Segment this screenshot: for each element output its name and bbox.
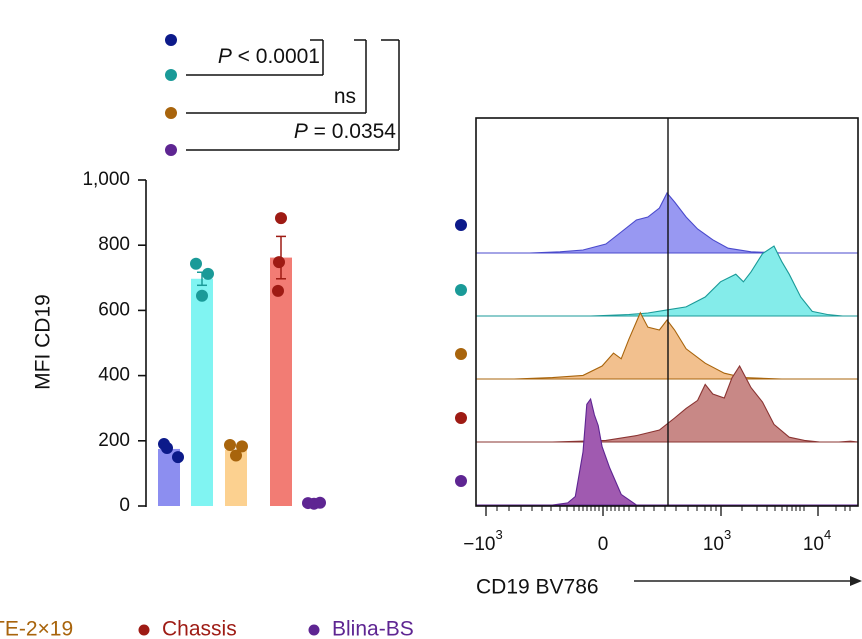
sig-dot-gold <box>165 107 177 119</box>
legend: TE-2×19 Chassis Blina-BS <box>0 618 414 639</box>
histogram-outline-teal <box>476 245 858 317</box>
bar-gold <box>225 449 247 506</box>
legend-label-red: Chassis <box>162 618 237 639</box>
bar-teal <box>191 278 213 506</box>
histogram-red <box>476 366 858 442</box>
sig-p-italic: P <box>218 45 232 68</box>
x-axis-arrow-head <box>850 576 862 586</box>
bar-chart: MFI CD19 0 200 400 600 800 1,000 P < 0.0001 ns… <box>32 34 400 516</box>
data-point-blue <box>161 441 173 454</box>
x-tick-base: 0 <box>598 534 609 555</box>
histograms <box>476 192 859 506</box>
x-ticks: −103 0 103 104 <box>463 527 831 555</box>
data-point-blue <box>172 451 184 464</box>
significance-label: ns <box>334 85 356 108</box>
x-tick-exponent: 4 <box>824 527 831 542</box>
x-tick-label: 104 <box>803 527 831 555</box>
sig-dot-teal <box>165 69 177 81</box>
y-tick-label: 0 <box>119 495 130 516</box>
x-tick-exponent: 3 <box>496 527 503 542</box>
data-point-gold <box>230 449 242 462</box>
sig-value: = 0.0354 <box>308 120 396 143</box>
y-tick-label: 1,000 <box>82 169 130 190</box>
legend-label-gold: TE-2×19 <box>0 618 73 639</box>
histogram-dot-purple <box>455 475 467 487</box>
x-minor-ticks <box>485 506 851 516</box>
data-point-red <box>275 212 287 225</box>
histogram-dot-gold <box>455 348 467 360</box>
data-point-teal <box>190 257 202 270</box>
histogram-panel: −103 0 103 104 CD19 BV786 <box>455 117 862 599</box>
sig-value: < 0.0001 <box>232 45 320 68</box>
sig-value: ns <box>334 85 356 108</box>
data-point-gold <box>236 440 248 453</box>
y-axis-label: MFI CD19 <box>32 294 55 390</box>
sig-dot-purple <box>165 144 177 156</box>
data-point-red <box>273 256 285 269</box>
bars <box>158 212 326 510</box>
histogram-blue <box>476 193 858 253</box>
legend-label-purple: Blina-BS <box>332 618 414 639</box>
histogram-teal <box>476 246 858 316</box>
significance-brackets: P < 0.0001 ns P = 0.0354 <box>165 34 400 156</box>
data-point-gold <box>224 439 236 452</box>
y-tick-label: 600 <box>98 299 130 320</box>
bar-red <box>270 257 292 506</box>
data-point-purple <box>314 496 326 509</box>
histogram-outline-purple <box>476 397 858 506</box>
histogram-dot-red <box>455 412 467 424</box>
x-tick-label: −103 <box>463 527 502 555</box>
histogram-purple <box>476 399 858 505</box>
data-point-teal <box>202 267 214 280</box>
significance-label: P < 0.0001 <box>218 45 320 68</box>
legend-dot-purple <box>308 624 320 636</box>
histogram-dot-teal <box>455 284 467 296</box>
x-tick-label: 103 <box>703 527 731 555</box>
histogram-color-dots <box>455 219 467 487</box>
x-tick-base: −10 <box>463 534 495 555</box>
x-tick-label: 0 <box>598 534 609 555</box>
y-tick-label: 200 <box>98 430 130 451</box>
x-tick-exponent: 3 <box>724 527 731 542</box>
data-point-red <box>272 284 284 297</box>
data-point-teal <box>196 289 208 302</box>
histogram-outline-gold <box>476 311 858 380</box>
significance-label: P = 0.0354 <box>294 120 396 143</box>
x-tick-base: 10 <box>803 534 824 555</box>
histogram-outline-blue <box>476 192 858 254</box>
y-ticks: 0 200 400 600 800 1,000 <box>82 169 146 516</box>
y-tick-label: 400 <box>98 365 130 386</box>
x-axis-label: CD19 BV786 <box>476 576 599 599</box>
histogram-gold <box>476 312 858 379</box>
histogram-frame <box>475 117 859 507</box>
sig-p-italic: P <box>294 120 308 143</box>
x-tick-base: 10 <box>703 534 724 555</box>
y-tick-label: 800 <box>98 234 130 255</box>
legend-dot-red <box>138 624 150 636</box>
histogram-outline-red <box>476 364 859 443</box>
bar-blue <box>158 448 180 506</box>
sig-dot-blue <box>165 34 177 46</box>
histogram-dot-blue <box>455 219 467 231</box>
